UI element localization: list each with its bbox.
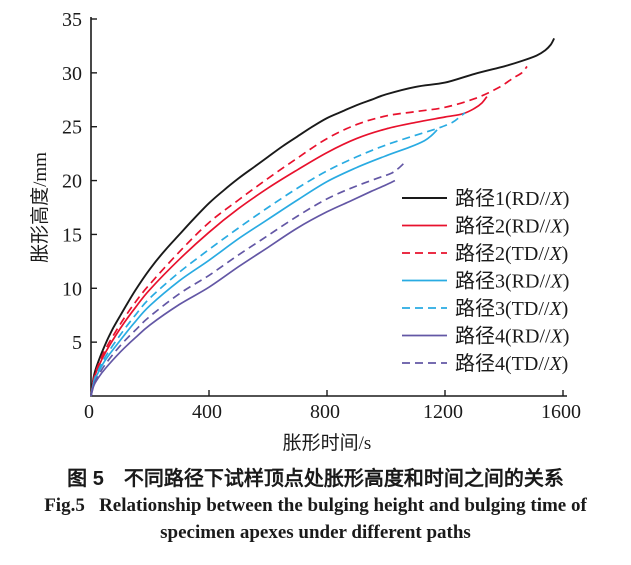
y-tick-label-15: 15 bbox=[62, 224, 82, 246]
y-tick-label-10: 10 bbox=[62, 278, 82, 300]
y-tick-label-25: 25 bbox=[62, 117, 82, 139]
curve-path2-td bbox=[90, 65, 528, 397]
x-tick-label-1200: 1200 bbox=[423, 401, 463, 423]
y-axis-title: 胀形高度/mm bbox=[29, 152, 51, 263]
caption-chinese: 图 5 不同路径下试样顶点处胀形高度和时间之间的关系 bbox=[67, 468, 564, 490]
x-tick-label-800: 800 bbox=[310, 401, 340, 423]
y-tick-label-30: 30 bbox=[62, 63, 82, 85]
bulging-height-time-chart: 0 400 800 1200 1600 5 10 15 20 25 30 35 胀形时间/s 胀形高度/m… bbox=[29, 9, 581, 454]
y-tick-label-5: 5 bbox=[72, 332, 82, 354]
x-tick-label-0: 0 bbox=[84, 401, 94, 423]
legend-label-path4-rd: 路径4(RD//X) bbox=[455, 325, 569, 348]
curve-path2-rd bbox=[90, 96, 488, 397]
legend-label-path3-rd: 路径3(RD//X) bbox=[455, 270, 569, 293]
legend-label-path4-td: 路径4(TD//X) bbox=[455, 352, 568, 375]
curve-path3-td bbox=[90, 112, 466, 397]
x-axis-title: 胀形时间/s bbox=[283, 432, 372, 454]
legend-label-path1-rd: 路径1(RD//X) bbox=[455, 187, 569, 210]
y-tick-label-20: 20 bbox=[62, 171, 82, 193]
caption-english-line2: specimen apexes under different paths bbox=[160, 522, 471, 543]
x-tick-label-400: 400 bbox=[192, 401, 222, 423]
legend-label-path2-rd: 路径2(RD//X) bbox=[455, 215, 569, 238]
curve-path3-rd bbox=[90, 129, 438, 397]
curve-path4-rd bbox=[90, 179, 396, 397]
legend-label-path3-td: 路径3(TD//X) bbox=[455, 297, 568, 320]
caption-english-line1: Fig.5 Relationship between the bulging h… bbox=[44, 495, 587, 516]
legend-label-path2-td: 路径2(TD//X) bbox=[455, 242, 568, 265]
chart-area: 0 400 800 1200 1600 5 10 15 20 25 30 35 胀形时间/s 胀形高度/m… bbox=[29, 9, 581, 454]
y-tick-label-35: 35 bbox=[62, 9, 82, 31]
x-tick-label-1600: 1600 bbox=[541, 401, 581, 423]
curve-path1-rd bbox=[90, 38, 555, 397]
